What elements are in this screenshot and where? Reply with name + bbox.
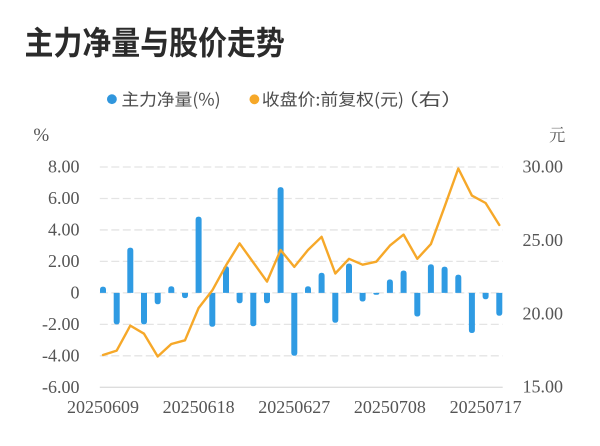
svg-text:25.00: 25.00 bbox=[523, 230, 564, 250]
svg-text:-4.00: -4.00 bbox=[42, 346, 80, 366]
svg-text:-2.00: -2.00 bbox=[42, 314, 80, 334]
svg-text:-6.00: -6.00 bbox=[42, 377, 80, 397]
svg-text:20250708: 20250708 bbox=[354, 397, 426, 417]
svg-text:%: % bbox=[33, 125, 49, 146]
svg-text:20.00: 20.00 bbox=[523, 303, 564, 323]
svg-text:0: 0 bbox=[71, 283, 80, 303]
svg-text:20250618: 20250618 bbox=[163, 397, 235, 417]
svg-text:30.00: 30.00 bbox=[523, 156, 564, 176]
svg-text:6.00: 6.00 bbox=[48, 188, 80, 208]
svg-text:20250627: 20250627 bbox=[258, 397, 330, 417]
svg-text:8.00: 8.00 bbox=[48, 157, 80, 177]
svg-text:15.00: 15.00 bbox=[523, 377, 564, 397]
svg-text:4.00: 4.00 bbox=[48, 220, 80, 240]
svg-text:2.00: 2.00 bbox=[48, 251, 80, 271]
svg-text:20250717: 20250717 bbox=[450, 397, 522, 417]
svg-text:20250609: 20250609 bbox=[67, 397, 139, 417]
